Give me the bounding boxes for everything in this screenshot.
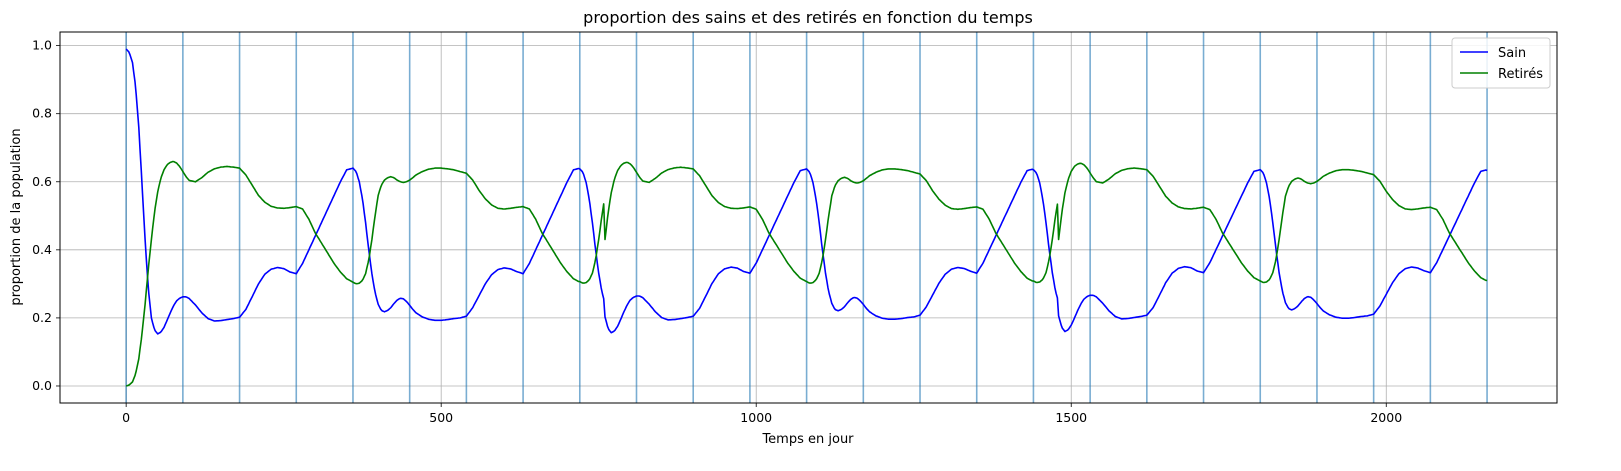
x-ticks: 0 500 1000 1500 2000 [122, 403, 1402, 425]
legend-label-retires: Retirés [1498, 67, 1543, 82]
y-ticks: 0.0 0.2 0.4 0.6 0.8 1.0 [32, 38, 60, 393]
plot-frame [59, 31, 1558, 404]
plot-background [60, 32, 1557, 403]
y-tick-label: 0.6 [32, 174, 52, 189]
y-tick-label: 0.0 [32, 378, 52, 393]
legend-box [1451, 37, 1551, 89]
y-tick-label: 1.0 [32, 38, 52, 53]
x-tick-label: 1000 [740, 410, 772, 425]
y-axis-title: proportion de la population [9, 128, 24, 305]
y-tick-label: 0.2 [32, 310, 52, 325]
series-line-sain [125, 48, 1488, 335]
legend: Sain Retirés [1451, 37, 1551, 89]
legend-label-sain: Sain [1498, 46, 1526, 61]
series-line-retires [125, 160, 1488, 387]
x-tick-label: 0 [122, 410, 130, 425]
grid-y [60, 45, 1557, 387]
x-tick-label: 500 [429, 410, 453, 425]
x-axis-title: Temps en jour [761, 432, 854, 447]
x-tick-label: 2000 [1370, 410, 1402, 425]
y-tick-label: 0.4 [32, 242, 52, 257]
vertical-markers [125, 32, 1488, 403]
series-layer [125, 48, 1488, 387]
x-tick-label: 1500 [1055, 410, 1087, 425]
chart-title: proportion des sains et des retirés en f… [583, 8, 1033, 27]
y-tick-label: 0.8 [32, 106, 52, 121]
